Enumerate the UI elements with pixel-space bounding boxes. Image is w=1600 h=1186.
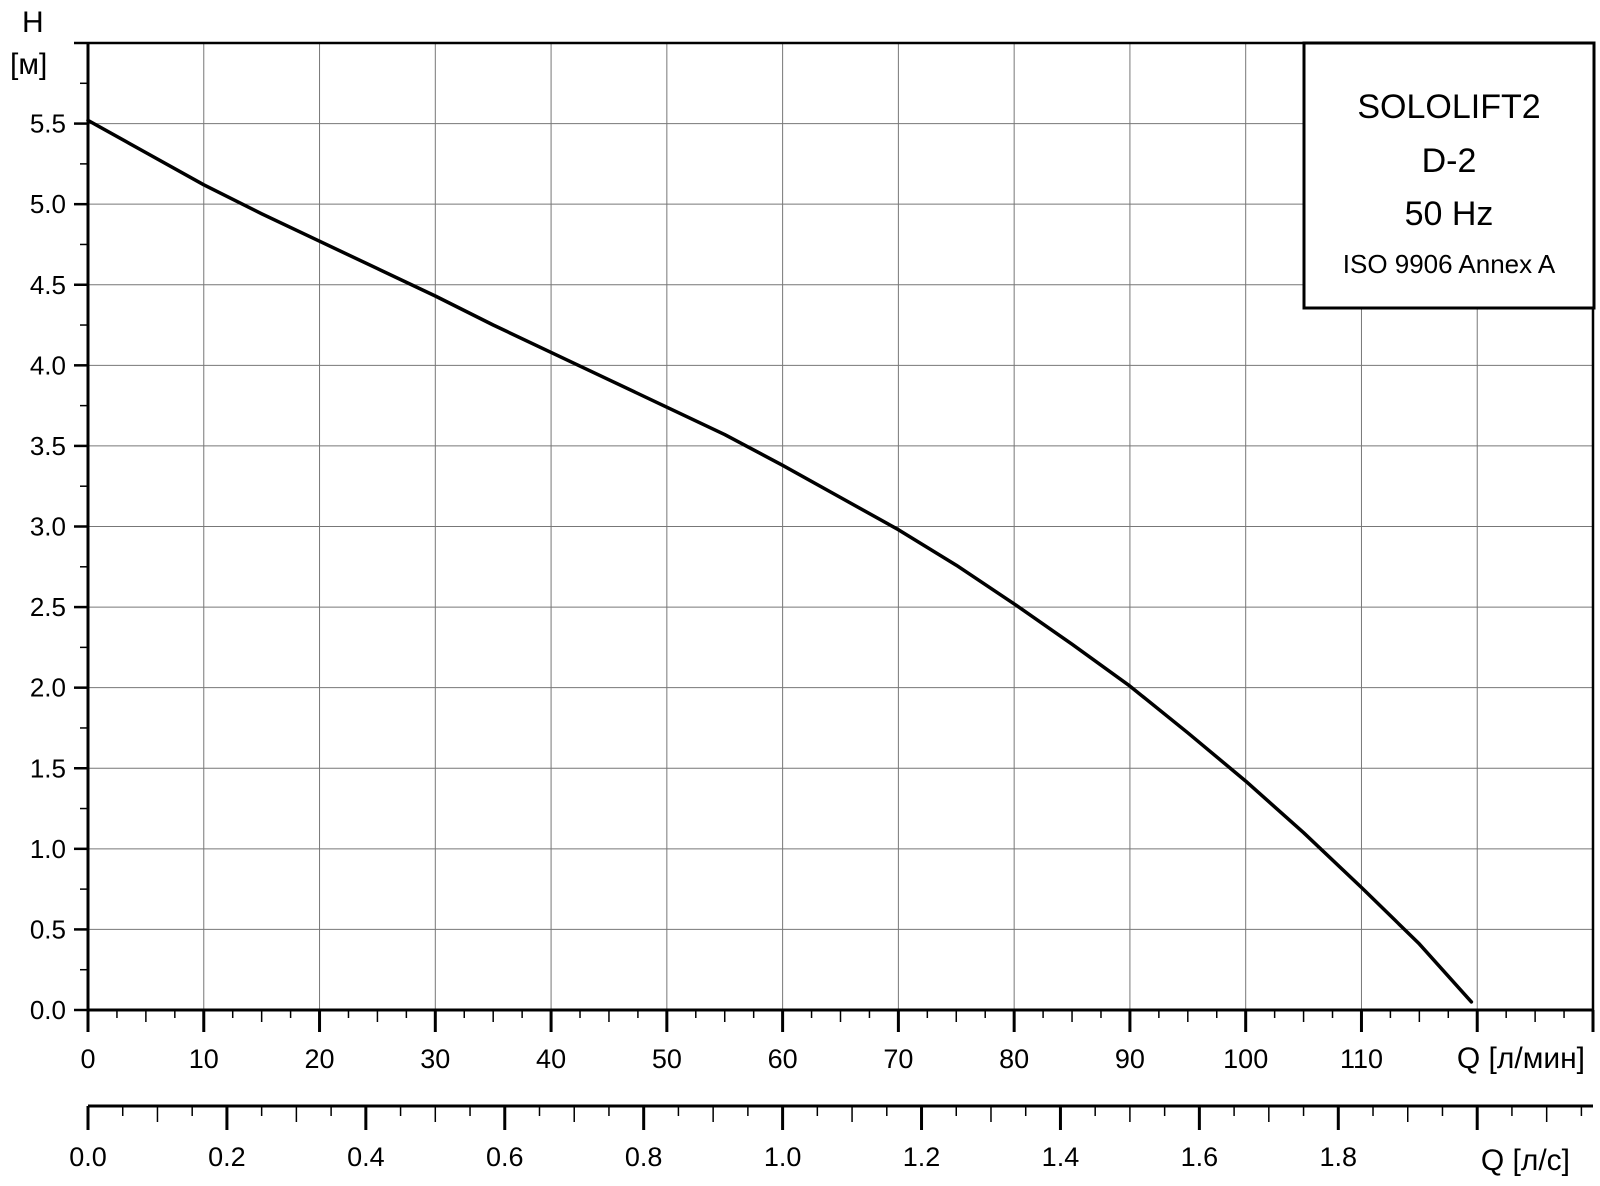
secondary-x-axis: 0.0 0.2 0.4 0.6 0.8 1.0 1.2 1.4 1.6 1.8	[69, 1104, 1593, 1172]
y-axis-unit: [м]	[10, 48, 47, 81]
x-tick-label: 70	[883, 1044, 913, 1074]
x-tick-label: 30	[420, 1044, 450, 1074]
x-tick-label: 80	[999, 1044, 1029, 1074]
legend-line-2: D-2	[1422, 142, 1477, 180]
y-tick-label: 1.0	[30, 834, 66, 864]
x2-tick-label: 1.2	[903, 1142, 941, 1172]
x-axis-label: Q [л/мин]	[1457, 1042, 1585, 1075]
x2-tick-label: 1.4	[1042, 1142, 1080, 1172]
x2-tick-label: 0.4	[347, 1142, 385, 1172]
y-axis-label: H	[22, 6, 44, 39]
legend-line-4: ISO 9906 Annex A	[1343, 249, 1556, 279]
x2-tick-label: 1.6	[1181, 1142, 1219, 1172]
x2-tick-label: 0.6	[486, 1142, 524, 1172]
x-tick-label: 60	[768, 1044, 798, 1074]
legend-line-1: SOLOLIFT2	[1357, 88, 1540, 126]
y-tick-label: 2.0	[30, 673, 66, 703]
y-tick-label: 3.5	[30, 431, 66, 461]
series-line	[86, 118, 1474, 1004]
y-tick-label: 0.0	[30, 995, 66, 1025]
x2-tick-label: 1.0	[764, 1142, 802, 1172]
x-tick-label: 20	[305, 1044, 335, 1074]
x-tick-label: 50	[652, 1044, 682, 1074]
x2-tick-label: 0.2	[208, 1142, 246, 1172]
x2-tick-label: 0.8	[625, 1142, 663, 1172]
legend-box: SOLOLIFT2 D-2 50 Hz ISO 9906 Annex A	[1302, 41, 1596, 310]
y-tick-label: 2.5	[30, 592, 66, 622]
x-tick-label: 90	[1115, 1044, 1145, 1074]
x2-tick-label: 1.8	[1320, 1142, 1358, 1172]
y-tick-label: 3.0	[30, 512, 66, 542]
y-tick-label: 0.5	[30, 914, 66, 944]
y-tick-label: 5.0	[30, 189, 66, 219]
y-tick-labels: 0.0 0.5 1.0 1.5 2.0 2.5 3.0 3.5 4.0 4.5 5.0 5.5	[30, 109, 66, 1025]
x2-tick-label: 0.0	[69, 1142, 107, 1172]
x-tick-label: 40	[536, 1044, 566, 1074]
y-tick-label: 4.5	[30, 270, 66, 300]
y-tick-label: 4.0	[30, 350, 66, 380]
legend-line-3: 50 Hz	[1405, 195, 1494, 233]
y-tick-label: 1.5	[30, 753, 66, 783]
x2-axis-label: Q [л/с]	[1481, 1144, 1570, 1177]
x-tick-label: 100	[1223, 1044, 1268, 1074]
x-tick-labels: 0 10 20 30 40 50 60 70 80 90 100 110	[80, 1044, 1383, 1074]
x-tick-label: 10	[189, 1044, 219, 1074]
legend-frame	[1302, 41, 1596, 310]
series-group	[86, 118, 1474, 1004]
x-tick-label: 0	[80, 1044, 95, 1074]
x-tick-label: 110	[1340, 1044, 1383, 1074]
y-tick-label: 5.5	[30, 109, 66, 139]
